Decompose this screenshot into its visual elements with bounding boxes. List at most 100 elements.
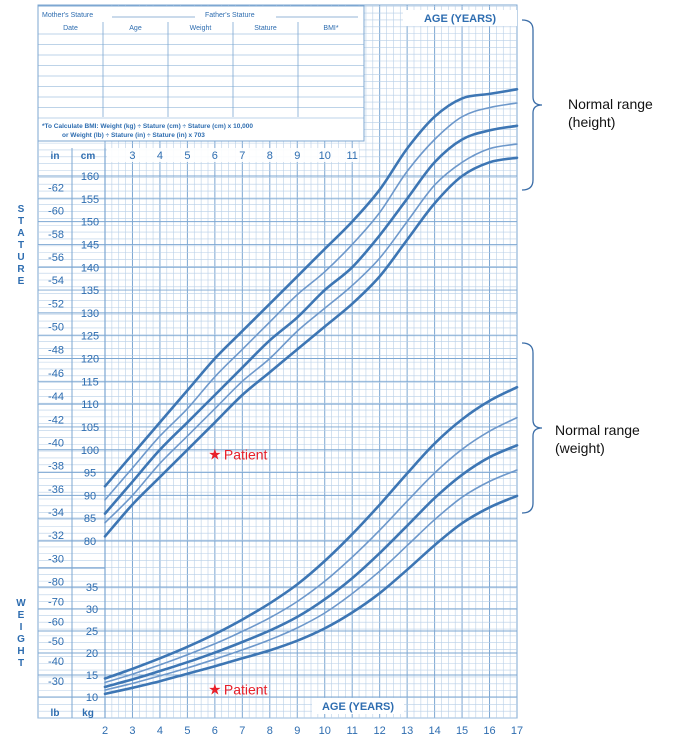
- lb-tick: -30: [48, 676, 64, 688]
- in-tick: -40: [48, 437, 64, 449]
- weight-letter: W: [16, 598, 26, 609]
- stature-letter: T: [18, 240, 24, 251]
- x-tick-top: 8: [267, 150, 273, 162]
- stature-letter: T: [18, 216, 24, 227]
- x-tick-top: 11: [346, 150, 357, 162]
- stature-letter: E: [18, 276, 25, 287]
- cm-tick: 100: [81, 445, 99, 457]
- cm-tick: 155: [81, 194, 99, 206]
- lb-tick: -50: [48, 636, 64, 648]
- kg-tick: 15: [86, 670, 98, 682]
- height-range-line2: (height): [568, 114, 616, 130]
- patient-label-1: Patient: [224, 446, 268, 462]
- in-tick: -34: [48, 507, 64, 519]
- stature-curve-5: [103, 88, 519, 488]
- percentile-curves: [103, 88, 519, 696]
- cm-tick: 160: [81, 171, 99, 183]
- cm-tick: 85: [84, 513, 96, 525]
- age-label-bg-bottom: [312, 698, 404, 714]
- in-tick: -62: [48, 182, 64, 194]
- table-header-stature: Stature: [254, 25, 277, 32]
- x-tick-top: 6: [212, 150, 218, 162]
- x-tick-bottom: 17: [511, 725, 523, 737]
- cm-unit-label: cm: [81, 151, 96, 162]
- patient-label-2: Patient: [224, 682, 268, 698]
- stature-letter: A: [17, 228, 24, 239]
- height-range-line1: Normal range: [568, 96, 653, 112]
- x-tick-bottom: 14: [428, 725, 440, 737]
- kg-tick: 30: [86, 604, 98, 616]
- patient-star-1: ★: [208, 446, 221, 463]
- x-tick-bottom: 5: [184, 725, 190, 737]
- table-header-date: Date: [63, 25, 78, 32]
- in-tick: -54: [48, 275, 64, 287]
- cm-tick: 120: [81, 354, 99, 366]
- weight-curve-1: [103, 494, 519, 696]
- x-tick-top: 9: [294, 150, 300, 162]
- stature-letter: U: [17, 252, 24, 263]
- in-tick: -52: [48, 298, 64, 310]
- x-tick-bottom: 11: [346, 725, 357, 737]
- x-tick-bottom: 15: [456, 725, 468, 737]
- measurement-table: Mother's Stature Father's Stature Date Age W…: [37, 5, 365, 142]
- lb-tick: -80: [48, 576, 64, 588]
- top-tick-bg: [107, 148, 359, 162]
- cm-tick: 135: [81, 285, 99, 297]
- x-tick-bottom: 3: [129, 725, 135, 737]
- cm-tick: 80: [84, 536, 96, 548]
- stature-curve-4: [104, 102, 518, 501]
- weight-curve-4: [104, 416, 518, 684]
- kg-tick: 10: [86, 692, 98, 704]
- in-tick: -30: [48, 553, 64, 565]
- cm-tick: 145: [81, 239, 99, 251]
- weight-letter: G: [17, 634, 25, 645]
- cm-tick: 105: [81, 422, 99, 434]
- x-tick-top: 7: [239, 150, 245, 162]
- in-tick: -46: [48, 368, 64, 380]
- stature-curve-2: [104, 143, 518, 524]
- lb-tick: -70: [48, 596, 64, 608]
- in-tick: -38: [48, 461, 64, 473]
- weight-letter: I: [20, 622, 23, 633]
- table-header-age: Age: [129, 25, 142, 32]
- stature-curve-1: [103, 156, 519, 538]
- weight-range-line2: (weight): [555, 440, 605, 456]
- x-tick-top: 10: [319, 150, 331, 162]
- in-tick: -58: [48, 229, 64, 241]
- cm-tick: 130: [81, 308, 99, 320]
- cm-tick: 110: [81, 399, 99, 411]
- kg-tick: 25: [86, 626, 98, 638]
- stature-letter: R: [17, 264, 25, 275]
- x-tick-bottom: 9: [294, 725, 300, 737]
- mothers-stature-label: Mother's Stature: [42, 12, 93, 19]
- x-tick-bottom: 7: [239, 725, 245, 737]
- x-tick-top: 5: [184, 150, 190, 162]
- table-header-bmi: BMI*: [323, 25, 338, 32]
- cm-tick: 95: [84, 468, 96, 480]
- chart-axes: AGE (YEARS) AGE (YEARS) 2 3 4 5 6 7 8 9 10 11 12 13 14…: [16, 10, 523, 737]
- x-tick-bottom: 6: [212, 725, 218, 737]
- x-tick-bottom: 4: [157, 725, 163, 737]
- kg-unit-label: kg: [82, 708, 94, 719]
- in-tick: -50: [48, 322, 64, 334]
- lb-tick: -60: [48, 616, 64, 628]
- x-tick-bottom: 12: [374, 725, 386, 737]
- cm-tick: 125: [81, 331, 99, 343]
- x-tick-bottom: 10: [319, 725, 331, 737]
- weight-range-annotation: Normal range (weight): [555, 421, 640, 457]
- weight-letter: H: [17, 646, 24, 657]
- cm-tick: 115: [81, 376, 99, 388]
- patient-markers: ★ Patient★ Patient: [208, 446, 267, 698]
- height-range-annotation: Normal range (height): [568, 95, 653, 131]
- patient-star-2: ★: [208, 682, 221, 699]
- x-tick-bottom: 2: [102, 725, 108, 737]
- age-label-bg-top: [403, 10, 517, 26]
- in-tick: -48: [48, 345, 64, 357]
- x-tick-top: 3: [129, 150, 135, 162]
- cm-tick: 150: [81, 217, 99, 229]
- lb-tick: -40: [48, 656, 64, 668]
- in-tick: -44: [48, 391, 64, 403]
- cm-tick: 140: [81, 262, 99, 274]
- x-tick-top: 4: [157, 150, 163, 162]
- kg-tick: 20: [86, 648, 98, 660]
